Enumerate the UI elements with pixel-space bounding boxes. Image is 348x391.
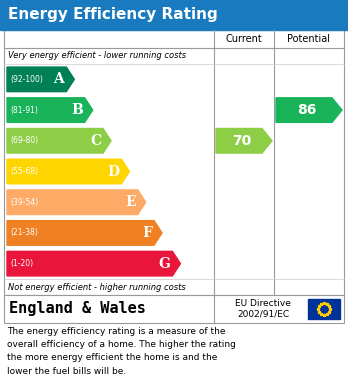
Text: (1-20): (1-20) bbox=[10, 259, 33, 268]
Text: Current: Current bbox=[226, 34, 262, 44]
Polygon shape bbox=[7, 190, 146, 215]
Bar bbox=[308, 299, 340, 319]
Polygon shape bbox=[7, 159, 129, 184]
Text: The energy efficiency rating is a measure of the
overall efficiency of a home. T: The energy efficiency rating is a measur… bbox=[7, 327, 236, 376]
Text: Very energy efficient - lower running costs: Very energy efficient - lower running co… bbox=[8, 52, 186, 61]
Bar bbox=[4, 295, 344, 323]
Polygon shape bbox=[216, 129, 272, 153]
Text: E: E bbox=[125, 195, 136, 209]
Text: 70: 70 bbox=[232, 134, 252, 148]
Polygon shape bbox=[7, 221, 162, 245]
Text: (21-38): (21-38) bbox=[10, 228, 38, 237]
Text: 86: 86 bbox=[297, 103, 317, 117]
Polygon shape bbox=[7, 98, 93, 122]
Polygon shape bbox=[7, 67, 74, 91]
Text: EU Directive
2002/91/EC: EU Directive 2002/91/EC bbox=[236, 299, 291, 319]
Polygon shape bbox=[7, 129, 111, 153]
Text: England & Wales: England & Wales bbox=[9, 301, 146, 316]
Text: A: A bbox=[54, 72, 64, 86]
Text: (55-68): (55-68) bbox=[10, 167, 38, 176]
Text: (69-80): (69-80) bbox=[10, 136, 38, 145]
Text: (81-91): (81-91) bbox=[10, 106, 38, 115]
Text: D: D bbox=[107, 165, 119, 179]
Bar bbox=[0, 0, 348, 30]
Text: B: B bbox=[71, 103, 83, 117]
Text: C: C bbox=[90, 134, 101, 148]
Text: F: F bbox=[142, 226, 152, 240]
Text: G: G bbox=[159, 256, 171, 271]
Bar bbox=[4, 30, 344, 295]
Text: (92-100): (92-100) bbox=[10, 75, 43, 84]
Text: (39-54): (39-54) bbox=[10, 198, 38, 207]
Text: Not energy efficient - higher running costs: Not energy efficient - higher running co… bbox=[8, 283, 186, 292]
Polygon shape bbox=[7, 251, 180, 276]
Text: Potential: Potential bbox=[287, 34, 331, 44]
Polygon shape bbox=[276, 98, 342, 122]
Text: Energy Efficiency Rating: Energy Efficiency Rating bbox=[8, 7, 218, 23]
